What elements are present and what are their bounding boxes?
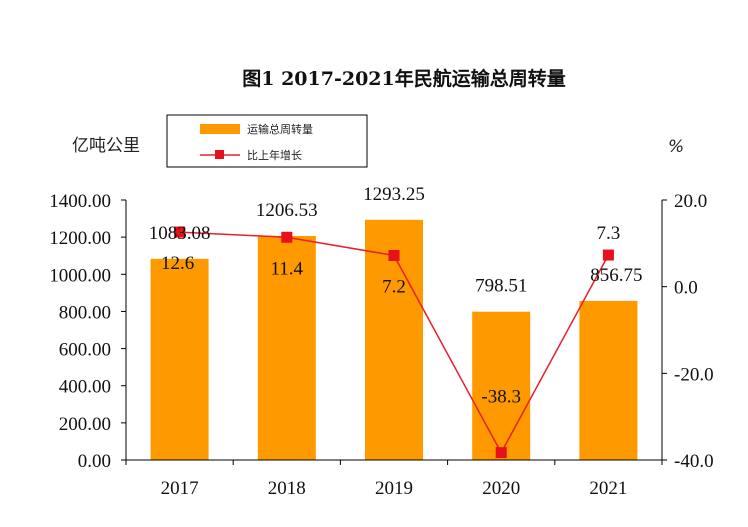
bar-2017 <box>150 258 209 460</box>
growth-marker-2019 <box>388 249 400 261</box>
x-tick-label: 2020 <box>482 478 520 499</box>
growth-line-series <box>174 226 614 459</box>
left-tick-label: 1200.00 <box>49 228 111 249</box>
growth-marker-2018 <box>281 231 293 243</box>
chart-title: 图1 2017-2021年民航运输总周转量 <box>242 67 565 90</box>
x-tick-label: 2018 <box>268 478 306 499</box>
bar-value-label: 1206.53 <box>256 200 318 221</box>
growth-marker-2021 <box>602 249 614 261</box>
growth-marker-2017 <box>174 226 186 238</box>
data-labels: 1083.08 1206.53 1293.25 798.51 856.75 12.6 11.… <box>149 184 643 408</box>
bar-value-label: 798.51 <box>475 276 527 297</box>
axes: 0.00 200.00 400.00 600.00 800.00 1000.00 1200.… <box>49 191 713 499</box>
legend-label-line: 比上年增长 <box>247 148 302 162</box>
legend-marker-swatch <box>215 150 224 159</box>
left-tick-label: 600.00 <box>59 340 111 361</box>
right-tick-label: -40.0 <box>674 451 714 472</box>
growth-value-label: 7.3 <box>597 223 621 244</box>
bar-2018 <box>257 235 316 460</box>
left-tick-label: 400.00 <box>59 377 111 398</box>
growth-marker-2020 <box>495 447 507 459</box>
left-tick-label: 200.00 <box>59 414 111 435</box>
legend: 运输总周转量 比上年增长 <box>166 114 368 168</box>
growth-value-label: 7.2 <box>382 276 406 297</box>
legend-frame <box>166 114 368 168</box>
left-tick-label: 1000.00 <box>49 265 111 286</box>
bar-2021 <box>579 300 638 460</box>
bar-value-label: 856.75 <box>590 265 642 286</box>
right-tick-label: 0.0 <box>674 278 698 299</box>
bar-value-label: 1293.25 <box>363 184 425 205</box>
left-axis-unit: 亿吨公里 <box>72 136 140 156</box>
legend-bar-swatch <box>200 124 240 134</box>
x-tick-label: 2021 <box>589 478 627 499</box>
left-tick-label: 1400.00 <box>49 191 111 212</box>
left-tick-label: 0.00 <box>78 451 111 472</box>
right-tick-label: -20.0 <box>674 364 714 385</box>
bar-2020 <box>472 311 531 460</box>
bar-value-label: 1083.08 <box>149 223 211 244</box>
right-tick-label: 20.0 <box>674 191 707 212</box>
x-tick-label: 2019 <box>375 478 413 499</box>
legend-label-bar: 运输总周转量 <box>247 122 313 136</box>
left-tick-label: 800.00 <box>59 302 111 323</box>
growth-value-label: 12.6 <box>161 253 194 274</box>
growth-value-label: -38.3 <box>481 387 521 408</box>
right-axis-unit: % <box>668 137 684 157</box>
x-tick-label: 2017 <box>161 478 199 499</box>
growth-value-label: 11.4 <box>271 258 304 279</box>
